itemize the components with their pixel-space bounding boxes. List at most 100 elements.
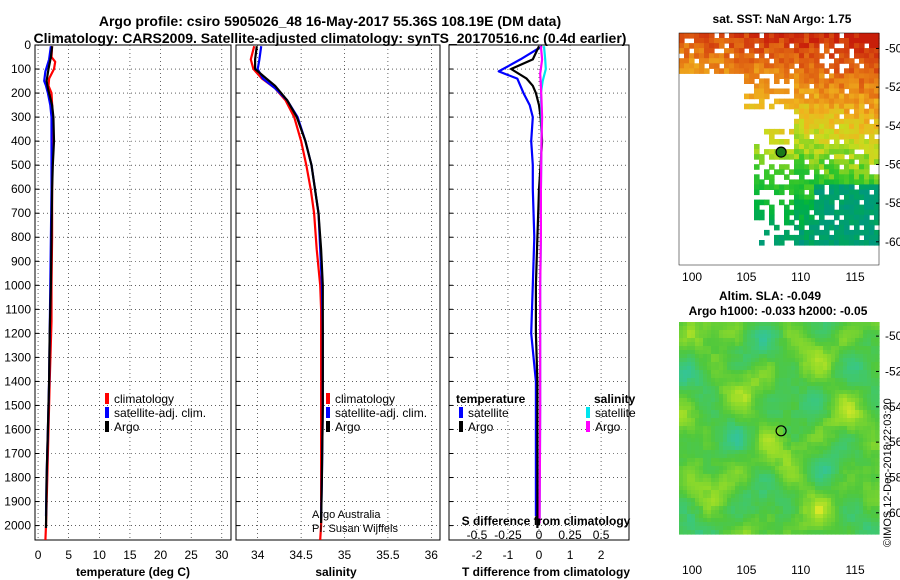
map-cell <box>759 88 765 95</box>
map-cell <box>795 342 800 347</box>
map-cell <box>723 486 728 491</box>
map-cell <box>823 374 828 379</box>
map-cell <box>751 338 756 343</box>
map-cell <box>859 390 864 395</box>
map-cell <box>743 442 748 447</box>
ytick-label-0: 0 <box>24 38 31 52</box>
map-cell <box>775 510 780 515</box>
map-cell <box>831 382 836 387</box>
map-cell <box>691 362 696 367</box>
lat-label--58: -58 <box>885 196 900 210</box>
map-cell <box>794 68 800 74</box>
map-cell <box>855 518 860 523</box>
map-cell <box>723 458 728 463</box>
map-cell <box>791 326 796 331</box>
map-cell <box>731 350 736 355</box>
map-cell <box>783 322 788 327</box>
map-cell <box>789 48 795 54</box>
map-cell <box>819 103 825 110</box>
map-cell <box>715 530 720 535</box>
map-cell <box>783 434 788 439</box>
map-cell <box>763 406 768 411</box>
map-cell <box>827 462 832 467</box>
map-cell <box>803 346 808 351</box>
map-cell <box>855 522 860 527</box>
map-cell <box>799 378 804 383</box>
sst-map-title: sat. SST: NaN Argo: 1.75 <box>713 12 852 26</box>
map-cell <box>804 144 810 150</box>
map-cell <box>871 418 876 423</box>
salinity-tick-labels: 34 34.5 35 35.5 36 <box>251 548 438 562</box>
map-cell <box>819 442 824 447</box>
map-cell <box>771 426 776 431</box>
map-cell <box>794 78 800 84</box>
map-cell <box>691 438 696 443</box>
map-cell <box>847 462 852 467</box>
map-cell <box>795 378 800 383</box>
xtick-label-salinity-4: 36 <box>425 548 439 562</box>
map-cell <box>719 530 724 535</box>
map-cell <box>791 370 796 375</box>
map-cell <box>787 502 792 507</box>
map-cell <box>719 326 724 331</box>
map-cell <box>774 128 780 135</box>
map-cell <box>779 346 784 351</box>
map-cell <box>851 474 856 479</box>
map-cell <box>699 43 705 49</box>
map-cell <box>819 68 825 74</box>
map-cell <box>727 390 732 395</box>
map-cell <box>791 494 796 499</box>
map-cell <box>707 398 712 403</box>
map-cell <box>839 358 844 363</box>
map-cell <box>731 370 736 375</box>
map-cell <box>835 342 840 347</box>
map-cell <box>874 68 880 74</box>
map-cell <box>835 522 840 527</box>
map-cell <box>707 486 712 491</box>
map-cell <box>771 338 776 343</box>
map-cell <box>814 43 820 49</box>
map-cell <box>849 78 855 84</box>
map-cell <box>787 334 792 339</box>
map-cell <box>807 430 812 435</box>
imos-credit: ©IMOS 12-Dec-2018 22:03:20 <box>882 398 894 547</box>
map-cell <box>711 530 716 535</box>
map-cell <box>874 128 880 135</box>
map-cell <box>691 374 696 379</box>
map-cell <box>751 510 756 515</box>
map-cell <box>811 346 816 351</box>
map-cell <box>843 470 848 475</box>
map-cell <box>851 362 856 367</box>
map-cell <box>847 386 852 391</box>
map-cell <box>784 43 790 49</box>
map-cell <box>763 514 768 519</box>
map-cell <box>844 199 850 206</box>
map-cell <box>847 482 852 487</box>
map-cell <box>691 426 696 431</box>
map-cell <box>687 398 692 403</box>
map-cell <box>735 506 740 511</box>
map-cell <box>687 450 692 455</box>
map-cell <box>767 470 772 475</box>
map-cell <box>711 498 716 503</box>
map-cell <box>715 386 720 391</box>
map-cell <box>799 498 804 503</box>
map-cell <box>703 422 708 427</box>
map-cell <box>743 474 748 479</box>
map-cell <box>771 450 776 455</box>
map-cell <box>869 134 875 140</box>
map-cell <box>719 374 724 379</box>
map-cell <box>875 406 880 411</box>
map-cell <box>739 518 744 523</box>
map-cell <box>719 346 724 351</box>
map-cell <box>775 386 780 391</box>
map-cell <box>759 179 765 185</box>
map-cell <box>824 174 830 180</box>
map-cell <box>854 144 860 150</box>
map-cell <box>695 510 700 515</box>
map-cell <box>767 474 772 479</box>
map-cell <box>775 442 780 447</box>
map-cell <box>755 498 760 503</box>
map-cell <box>869 38 875 44</box>
map-cell <box>835 462 840 467</box>
